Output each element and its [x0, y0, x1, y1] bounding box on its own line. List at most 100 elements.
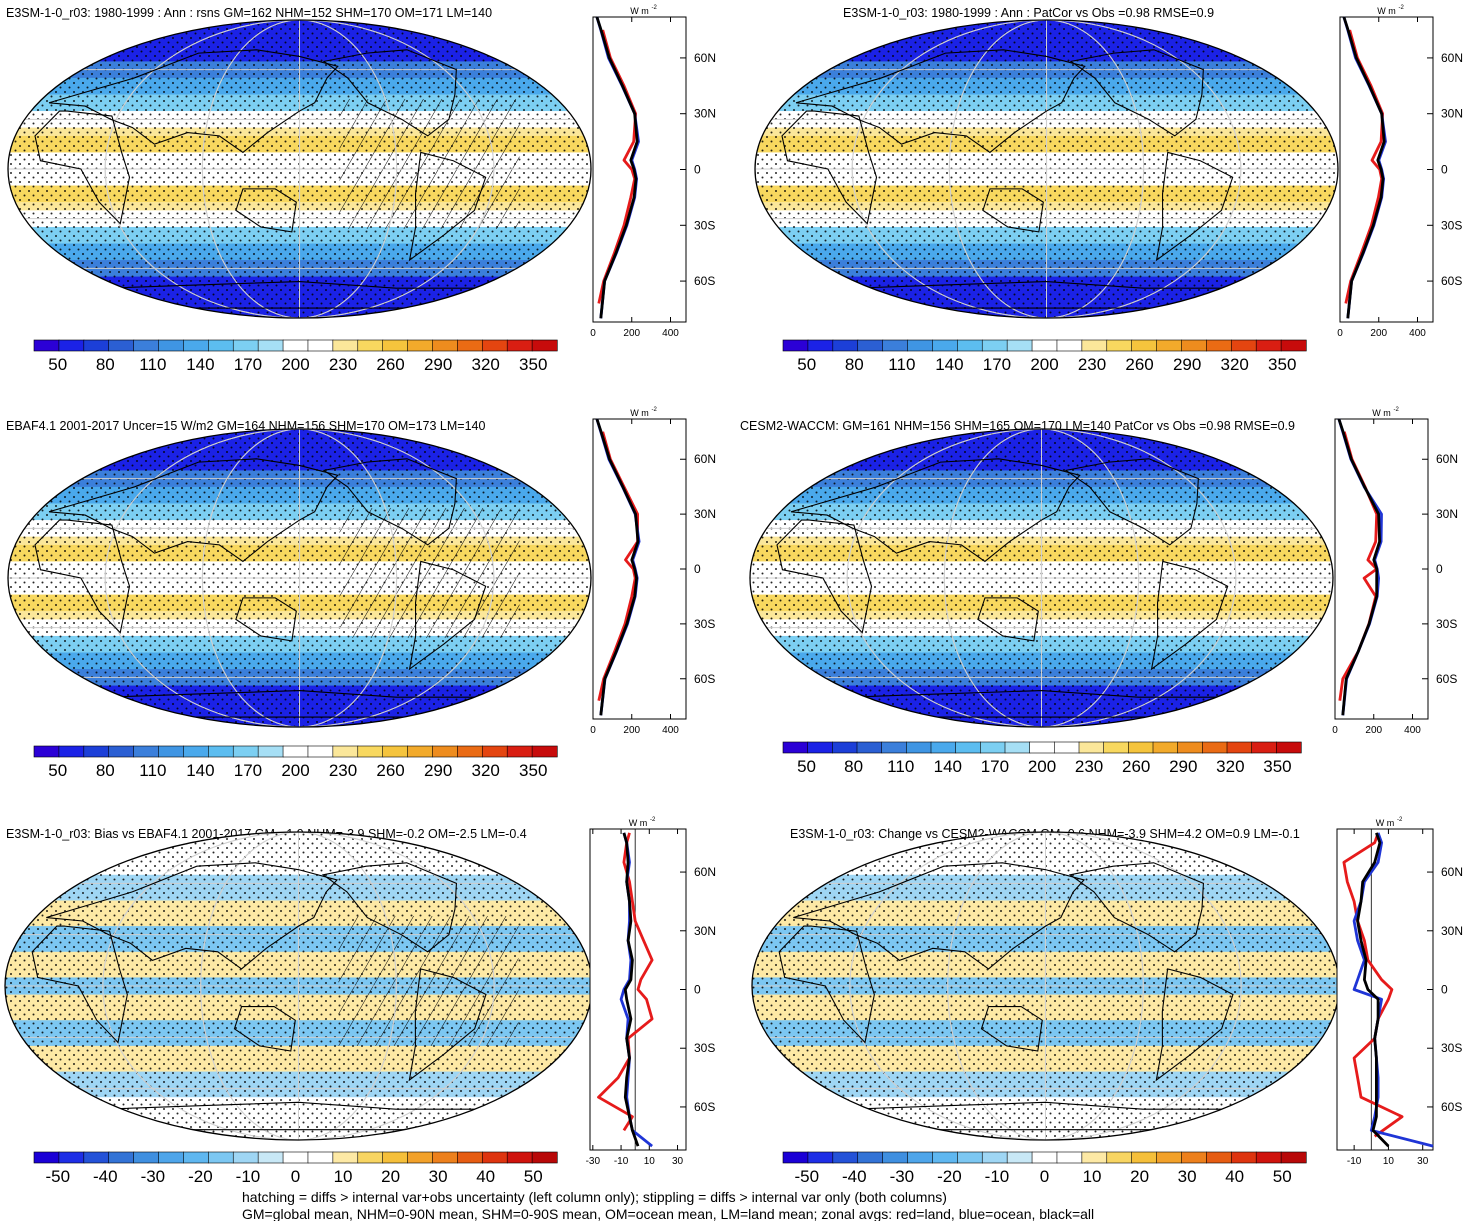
coastline [322, 49, 457, 137]
zonal-lat-label: 60S [694, 672, 715, 686]
colorbar-box [183, 1151, 209, 1164]
colorbar-tick-label: 0 [291, 1167, 300, 1186]
colorbar-box [857, 339, 884, 352]
zonal-mean-panel: W m -2 0 200 400 60N 30N 0 30S 60S [1332, 407, 1458, 736]
colorbar-box [357, 339, 384, 352]
colorbar-box [980, 741, 1006, 754]
zonal-unit-exponent: -2 [1394, 407, 1400, 413]
zonal-unit-label: W m [630, 408, 649, 418]
colorbar-box [1177, 741, 1203, 754]
map-panel [7, 19, 592, 319]
colorbar-box [282, 339, 309, 352]
coastline [1069, 49, 1204, 137]
colorbar-tick-label: 20 [381, 1167, 400, 1186]
colorbar-tick-label: 170 [981, 757, 1009, 776]
panel-4: CESM2-WACCM: GM=161 NHM=156 SHM=165 OM=1… [740, 407, 1458, 776]
colorbar: -50 -40 -30 -20 -10 0 10 20 30 40 50 [33, 1151, 558, 1186]
zonal-x-tick-label: 0 [1332, 725, 1338, 736]
colorbar-box [832, 1151, 859, 1164]
colorbar: 50 80 110 140 170 200 230 260 290 320 350 [33, 339, 558, 374]
map-fill [755, 20, 1338, 318]
footer-line-1: hatching = diffs > internal var+obs unce… [242, 1189, 947, 1205]
panel-title: EBAF4.1 2001-2017 Uncer=15 W/m2 GM=164 N… [6, 419, 485, 433]
colorbar-box [457, 1151, 483, 1164]
colorbar: 50 80 110 140 170 200 230 260 290 320 350 [782, 741, 1302, 776]
panel-2: E3SM-1-0_r03: 1980-1999 : Ann : PatCor v… [754, 5, 1463, 374]
zonal-x-tick-label: 400 [1409, 328, 1426, 339]
coastline [793, 862, 1086, 970]
colorbar-box [1078, 741, 1105, 754]
colorbar-box [1106, 339, 1133, 352]
colorbar-tick-label: 290 [1169, 757, 1197, 776]
zonal-lat-label: 60S [1436, 672, 1457, 686]
colorbar-box [58, 1151, 85, 1164]
map-panel [754, 19, 1339, 319]
colorbar-box [307, 339, 334, 352]
zonal-x-tick-label: -10 [614, 1156, 629, 1167]
colorbar-box [1103, 741, 1129, 754]
colorbar-box [133, 745, 160, 758]
colorbar-tick-label: 320 [471, 355, 499, 374]
zonal-x-tick-label: -10 [1347, 1156, 1362, 1167]
colorbar-box [232, 1151, 259, 1164]
colorbar-box [957, 339, 983, 352]
colorbar-box [1181, 1151, 1207, 1164]
colorbar-box [1152, 741, 1179, 754]
zonal-lat-label: 60N [694, 452, 716, 466]
colorbar-box [332, 339, 359, 352]
graticule-meridian [851, 20, 1242, 318]
coastline [233, 1005, 296, 1052]
colorbar-box [357, 1151, 384, 1164]
colorbar-tick-label: 110 [139, 761, 166, 780]
colorbar-tick-label: 30 [429, 1167, 448, 1186]
colorbar-box [232, 339, 259, 352]
colorbar-box [1056, 339, 1083, 352]
zonal-line-all [595, 418, 640, 716]
colorbar-tick-label: 50 [797, 355, 816, 374]
coastline [34, 110, 131, 225]
graticule-meridian [943, 429, 1140, 727]
colorbar-box [531, 1151, 558, 1164]
colorbar-box [857, 1151, 884, 1164]
coastline [48, 458, 339, 563]
colorbar-tick-label: 320 [471, 761, 499, 780]
colorbar-box [432, 1151, 458, 1164]
colorbar-tick-label: 260 [376, 761, 404, 780]
zonal-x-tick-label: 200 [1370, 328, 1387, 339]
colorbar-box [208, 745, 234, 758]
colorbar-box [1255, 339, 1282, 352]
zonal-lat-label: 0 [1441, 983, 1448, 997]
colorbar-box [1128, 741, 1154, 754]
zonal-lat-label: 60S [694, 1100, 715, 1114]
map-panel [749, 428, 1334, 728]
colorbar-tick-label: -50 [794, 1167, 819, 1186]
colorbar-box [257, 745, 284, 758]
zonal-lat-label: 0 [694, 163, 701, 177]
colorbar-tick-label: 80 [844, 757, 863, 776]
colorbar-box [382, 339, 409, 352]
colorbar-tick-label: -40 [93, 1167, 118, 1186]
colorbar-tick-label: 50 [524, 1167, 543, 1186]
zonal-line-all [622, 832, 640, 1147]
map-fill [752, 832, 1339, 1140]
colorbar-box [932, 339, 958, 352]
colorbar-tick-label: 10 [1083, 1167, 1102, 1186]
zonal-x-tick-label: 30 [1417, 1156, 1429, 1167]
colorbar-box [957, 1151, 983, 1164]
zonal-lat-label: 60N [694, 51, 716, 65]
colorbar-box [332, 745, 359, 758]
hatching [339, 99, 520, 229]
zonal-lat-label: 60N [694, 865, 716, 879]
coastline [322, 458, 457, 546]
colorbar-box [158, 1151, 185, 1164]
colorbar-box [432, 745, 458, 758]
colorbar-tick-label: 230 [329, 355, 357, 374]
zonal-x-tick-label: -30 [586, 1156, 601, 1167]
zonal-mean-panel: W m -2 0 200 400 60N 30N 0 30S 60S [590, 5, 716, 339]
graticule-meridian [104, 429, 495, 727]
zonal-mean-panel: W m -2 0 200 400 60N 30N 0 30S 60S [590, 407, 716, 736]
colorbar-tick-label: 110 [888, 355, 915, 374]
colorbar-box [457, 339, 483, 352]
map-border [7, 428, 592, 728]
colorbar-box [1006, 1151, 1033, 1164]
